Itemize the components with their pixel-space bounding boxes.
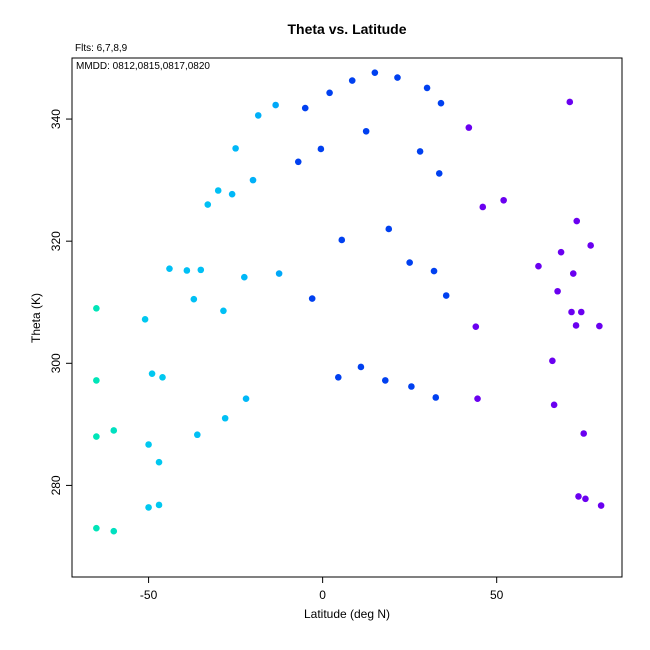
data-point [241, 273, 248, 281]
data-point [294, 158, 302, 166]
data-point [597, 502, 605, 509]
data-point [479, 203, 487, 211]
data-point [308, 295, 316, 302]
data-point [437, 99, 445, 107]
data-point [190, 295, 198, 303]
plot-frame [71, 57, 623, 578]
data-point [110, 527, 118, 535]
data-point [587, 242, 594, 249]
data-point [232, 145, 239, 152]
data-point [326, 89, 333, 97]
data-point [371, 69, 379, 76]
data-point [435, 170, 443, 177]
data-points [93, 69, 605, 535]
data-point [228, 190, 236, 198]
flights-annotation: Flts: 6,7,8,9 [75, 43, 128, 54]
data-point [93, 377, 100, 384]
data-point [549, 357, 556, 365]
data-point [580, 430, 588, 437]
data-point [575, 493, 582, 500]
data-point [334, 374, 342, 381]
data-point [550, 401, 558, 409]
data-point [406, 259, 413, 266]
data-point [93, 433, 100, 440]
data-point [582, 495, 589, 503]
data-point [301, 104, 309, 112]
data-point [432, 394, 440, 401]
data-point [568, 308, 575, 316]
data-point [423, 84, 431, 92]
data-point [596, 322, 603, 330]
data-point [394, 74, 401, 81]
data-point [430, 267, 438, 275]
data-point [183, 267, 191, 274]
chart-title: Theta vs. Latitude [287, 21, 406, 37]
x-axis-label: Latitude (deg N) [304, 607, 390, 621]
data-point [155, 458, 163, 466]
data-point [557, 248, 565, 256]
data-point [141, 316, 149, 323]
x-tick-label: -50 [140, 588, 158, 602]
y-tick-label: 300 [49, 353, 63, 373]
axis-ticks: -50 0 50 280 300 320 340 [49, 109, 504, 602]
x-tick-label: 50 [490, 588, 504, 602]
data-point [242, 395, 250, 403]
y-tick-label: 320 [49, 231, 63, 251]
y-axis-label: Theta (K) [29, 293, 43, 343]
data-point [500, 196, 507, 204]
data-point [220, 307, 227, 315]
data-point [338, 236, 346, 244]
data-point [385, 225, 393, 233]
data-point [577, 308, 585, 316]
x-tick-label: 0 [319, 588, 326, 602]
data-point [416, 148, 424, 155]
data-point [573, 217, 581, 225]
data-point [249, 176, 257, 184]
data-point [254, 112, 262, 119]
data-point [408, 383, 415, 390]
data-point [442, 292, 450, 299]
data-point [194, 431, 201, 439]
data-point [566, 98, 574, 106]
data-point [197, 266, 205, 274]
data-point [145, 504, 152, 511]
data-point [357, 363, 365, 371]
data-point [272, 101, 279, 109]
data-point [221, 414, 229, 422]
data-point [569, 270, 577, 277]
y-tick-label: 280 [49, 475, 63, 495]
data-point [554, 287, 561, 295]
data-point [214, 187, 222, 194]
data-point [472, 323, 480, 330]
data-point [535, 262, 542, 270]
data-point [93, 305, 100, 312]
y-tick-label: 340 [49, 109, 63, 129]
data-point [317, 145, 325, 153]
data-point [381, 377, 389, 384]
dates-annotation: MMDD: 0812,0815,0817,0820 [76, 61, 210, 72]
data-point [204, 201, 212, 208]
data-point [465, 124, 473, 131]
data-point [362, 127, 370, 135]
data-point [93, 524, 100, 532]
data-point [572, 322, 580, 329]
data-point [155, 501, 163, 509]
data-point [348, 77, 356, 84]
data-point [275, 270, 283, 277]
data-point [474, 395, 481, 403]
data-point [148, 370, 156, 377]
data-point [166, 265, 173, 272]
data-point [145, 441, 152, 448]
data-point [159, 374, 166, 381]
data-point [110, 427, 118, 434]
